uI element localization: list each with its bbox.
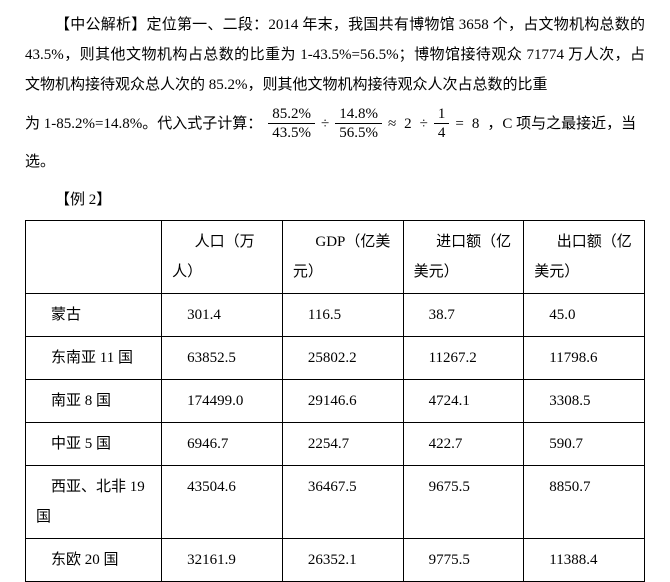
cell-export: 590.7: [524, 423, 645, 466]
cell-region: 西亚、北非 19 国: [26, 466, 162, 539]
formula-line: 为 1-85.2%=14.8%。代入式子计算： 85.2% 43.5% ÷ 14…: [25, 105, 645, 142]
cell-pop: 6946.7: [162, 423, 283, 466]
header-import: 进口额（亿美元）: [403, 221, 524, 294]
cell-gdp: 36467.5: [282, 466, 403, 539]
cell-gdp: 2254.7: [282, 423, 403, 466]
table-row: 东南亚 11 国 63852.5 25802.2 11267.2 11798.6: [26, 337, 645, 380]
result: 8: [472, 109, 480, 139]
header-export: 出口额（亿美元）: [524, 221, 645, 294]
frac1-num: 85.2%: [268, 105, 315, 124]
fraction-3: 1 4: [434, 105, 450, 142]
frac2-num: 14.8%: [335, 105, 382, 124]
cell-pop: 301.4: [162, 294, 283, 337]
frac1-den: 43.5%: [268, 124, 315, 142]
cell-export: 3308.5: [524, 380, 645, 423]
formula: 85.2% 43.5% ÷ 14.8% 56.5% ≈ 2 ÷ 1 4 = 8: [266, 105, 483, 142]
op-approx: ≈: [388, 109, 396, 139]
cell-import: 11267.2: [403, 337, 524, 380]
table-row: 东欧 20 国 32161.9 26352.1 9775.5 11388.4: [26, 539, 645, 582]
cell-pop: 32161.9: [162, 539, 283, 582]
analysis-paragraph-3: 选。: [25, 147, 645, 177]
formula-prefix: 为 1-85.2%=14.8%。代入式子计算：: [25, 109, 262, 139]
fraction-1: 85.2% 43.5%: [268, 105, 315, 142]
frac2-den: 56.5%: [335, 124, 382, 142]
op-div: ÷: [321, 109, 329, 139]
table-body: 蒙古 301.4 116.5 38.7 45.0 东南亚 11 国 63852.…: [26, 294, 645, 582]
table-row: 南亚 8 国 174499.0 29146.6 4724.1 3308.5: [26, 380, 645, 423]
cell-region: 南亚 8 国: [26, 380, 162, 423]
cell-export: 11798.6: [524, 337, 645, 380]
table-row: 蒙古 301.4 116.5 38.7 45.0: [26, 294, 645, 337]
cell-region: 蒙古: [26, 294, 162, 337]
cell-export: 8850.7: [524, 466, 645, 539]
example-label: 【例 2】: [25, 185, 645, 215]
data-table: 人口（万人） GDP（亿美元） 进口额（亿美元） 出口额（亿美元） 蒙古 301…: [25, 220, 645, 582]
cell-gdp: 116.5: [282, 294, 403, 337]
formula-suffix: ，C 项与之最接近，当: [487, 109, 636, 139]
header-pop: 人口（万人）: [162, 221, 283, 294]
table-row: 西亚、北非 19 国 43504.6 36467.5 9675.5 8850.7: [26, 466, 645, 539]
cell-gdp: 25802.2: [282, 337, 403, 380]
cell-import: 422.7: [403, 423, 524, 466]
cell-region: 东欧 20 国: [26, 539, 162, 582]
fraction-2: 14.8% 56.5%: [335, 105, 382, 142]
cell-import: 4724.1: [403, 380, 524, 423]
cell-pop: 43504.6: [162, 466, 283, 539]
frac3-den: 4: [434, 124, 450, 142]
op-div2: ÷: [420, 109, 428, 139]
cell-gdp: 26352.1: [282, 539, 403, 582]
analysis-paragraph-1: 【中公解析】定位第一、二段：2014 年末，我国共有博物馆 3658 个，占文物…: [25, 10, 645, 100]
table-header-row: 人口（万人） GDP（亿美元） 进口额（亿美元） 出口额（亿美元）: [26, 221, 645, 294]
cell-import: 9675.5: [403, 466, 524, 539]
val1: 2: [404, 109, 412, 139]
op-eq: =: [455, 109, 463, 139]
frac3-num: 1: [434, 105, 450, 124]
cell-import: 38.7: [403, 294, 524, 337]
cell-pop: 63852.5: [162, 337, 283, 380]
table-row: 中亚 5 国 6946.7 2254.7 422.7 590.7: [26, 423, 645, 466]
cell-region: 东南亚 11 国: [26, 337, 162, 380]
cell-gdp: 29146.6: [282, 380, 403, 423]
cell-export: 11388.4: [524, 539, 645, 582]
cell-import: 9775.5: [403, 539, 524, 582]
cell-region: 中亚 5 国: [26, 423, 162, 466]
header-region: [26, 221, 162, 294]
cell-export: 45.0: [524, 294, 645, 337]
cell-pop: 174499.0: [162, 380, 283, 423]
header-gdp: GDP（亿美元）: [282, 221, 403, 294]
